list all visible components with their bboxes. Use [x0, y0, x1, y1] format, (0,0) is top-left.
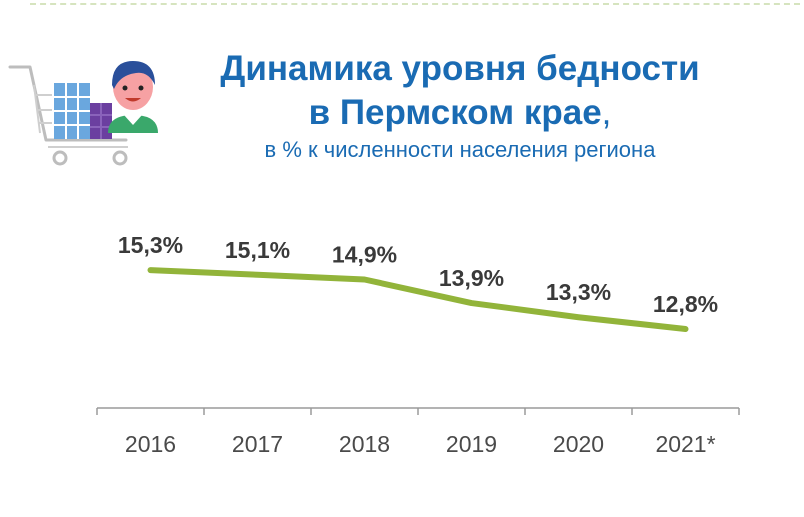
data-label: 13,9% [439, 265, 504, 291]
chart-title-comma: , [601, 93, 612, 132]
chart-title-line2-text: в Пермском крае [308, 93, 602, 132]
series-line [147, 267, 689, 332]
x-tick-label: 2018 [339, 431, 390, 457]
data-label: 13,3% [546, 279, 611, 305]
data-label: 12,8% [653, 291, 718, 317]
data-label: 14,9% [332, 242, 397, 268]
shopping-cart-person-icon [8, 55, 168, 170]
chart-subtitle: в % к численности населения региона [264, 137, 656, 162]
data-label: 15,3% [118, 232, 183, 258]
chart-title-line1: Динамика уровня бедности [220, 49, 700, 88]
top-dashed-divider [30, 3, 800, 5]
x-tick-label: 2016 [125, 431, 176, 457]
chart-title-line2: в Пермском крае, [170, 92, 750, 133]
x-tick-label: 2020 [553, 431, 604, 457]
x-tick-label: 2019 [446, 431, 497, 457]
x-tick-label: 2017 [232, 431, 283, 457]
data-label: 15,1% [225, 237, 290, 263]
x-tick-label: 2021* [655, 431, 715, 457]
